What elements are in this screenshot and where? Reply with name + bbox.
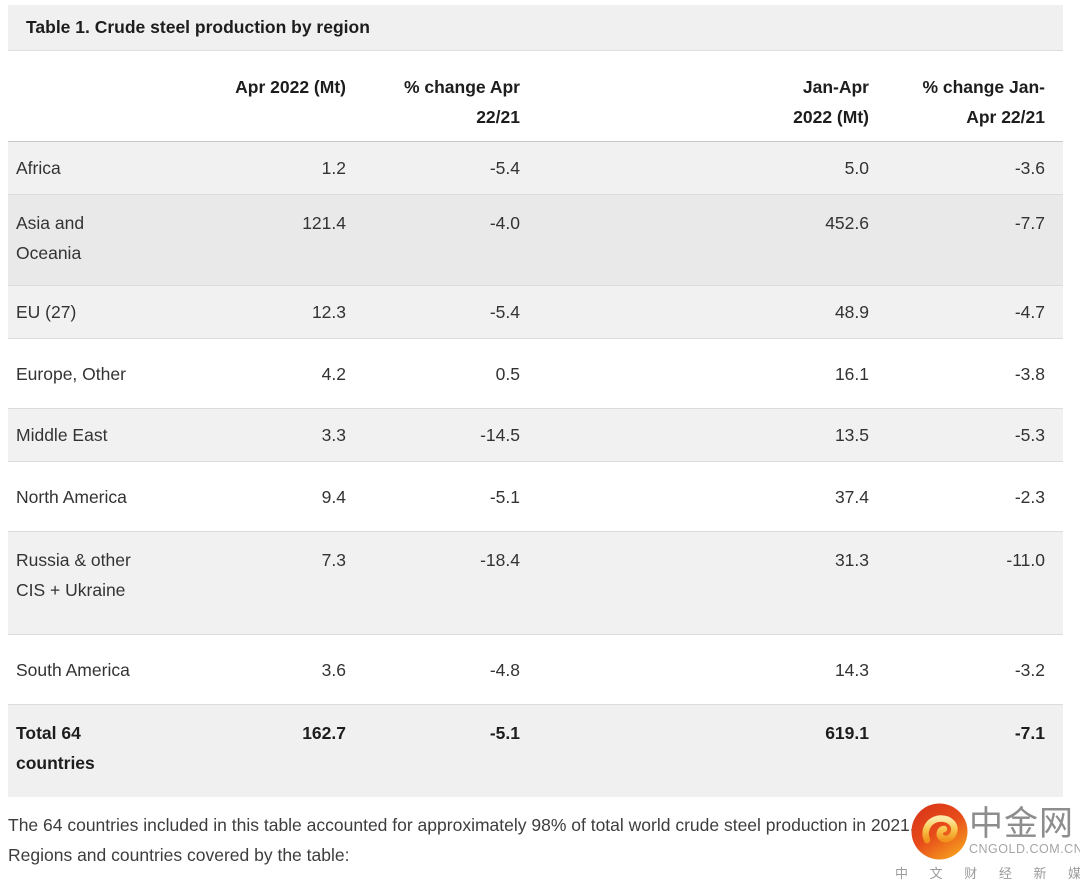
- value-cell: -14.5: [480, 425, 520, 445]
- table-title: Table 1. Crude steel production by regio…: [8, 5, 1063, 51]
- value-cell: 619.1: [825, 723, 869, 743]
- region-cell: Russia & other CIS + Ukraine: [16, 550, 131, 600]
- region-cell: North America: [16, 487, 127, 507]
- region-cell: Total 64 countries: [16, 723, 95, 773]
- crude-steel-production-table: Apr 2022 (Mt) % change Apr 22/21 Jan-Apr…: [8, 51, 1063, 797]
- value-cell: -5.1: [489, 487, 520, 507]
- watermark-text-column: 中金网 CNGOLD.COM.CN: [969, 803, 1080, 857]
- region-cell: Middle East: [16, 425, 108, 445]
- table-row: Asia and Oceania 121.4 -4.0 452.6 -7.7: [8, 194, 1063, 286]
- value-cell: -2.3: [1014, 487, 1045, 507]
- value-cell: -4.8: [489, 660, 520, 680]
- footnote: The 64 countries included in this table …: [8, 803, 1080, 881]
- region-cell: Asia and Oceania: [16, 213, 85, 263]
- value-cell: 4.2: [321, 364, 346, 384]
- region-cell: EU (27): [16, 302, 77, 322]
- value-cell: 162.7: [302, 723, 346, 743]
- table-row: Africa 1.2 -5.4 5.0 -3.6: [8, 141, 1063, 195]
- value-cell: 121.4: [302, 213, 346, 233]
- table-row: Europe, Other 4.2 0.5 16.1 -3.8: [8, 338, 1063, 409]
- value-cell: 31.3: [834, 550, 869, 570]
- value-cell: -11.0: [1006, 550, 1045, 570]
- cngold-watermark: 中金网 CNGOLD.COM.CN 中 文 财 经 新 媒 体: [895, 803, 1080, 882]
- table-row: South America 3.6 -4.8 14.3 -3.2: [8, 634, 1063, 705]
- col-header-change-jan-apr: % change Jan- Apr 22/21: [922, 77, 1045, 127]
- header-row: Apr 2022 (Mt) % change Apr 22/21 Jan-Apr…: [8, 51, 1063, 142]
- value-cell: -4.0: [489, 213, 520, 233]
- region-cell: Europe, Other: [16, 364, 126, 384]
- table-row: North America 9.4 -5.1 37.4 -2.3: [8, 461, 1063, 532]
- value-cell: 1.2: [321, 158, 346, 178]
- value-cell: 7.3: [321, 550, 346, 570]
- watermark-tagline: 中 文 财 经 新 媒 体: [895, 866, 1080, 881]
- table-row: EU (27) 12.3 -5.4 48.9 -4.7: [8, 285, 1063, 339]
- region-cell: Africa: [16, 158, 61, 178]
- value-cell: -7.1: [1014, 723, 1045, 743]
- value-cell: 48.9: [834, 302, 869, 322]
- value-cell: 3.3: [321, 425, 346, 445]
- value-cell: 37.4: [834, 487, 869, 507]
- value-cell: 5.0: [844, 158, 869, 178]
- watermark-domain: CNGOLD.COM.CN: [969, 842, 1080, 856]
- value-cell: 13.5: [834, 425, 869, 445]
- region-cell: South America: [16, 660, 130, 680]
- table-row: Middle East 3.3 -14.5 13.5 -5.3: [8, 408, 1063, 462]
- value-cell: 16.1: [834, 364, 869, 384]
- value-cell: 452.6: [825, 213, 869, 233]
- col-header-jan-apr-2022: Jan-Apr 2022 (Mt): [793, 77, 869, 127]
- value-cell: -5.1: [489, 723, 520, 743]
- col-header-apr-2022: Apr 2022 (Mt): [235, 77, 346, 97]
- table-row-total: Total 64 countries 162.7 -5.1 619.1 -7.1: [8, 704, 1063, 797]
- table-row: Russia & other CIS + Ukraine 7.3 -18.4 3…: [8, 531, 1063, 635]
- value-cell: -5.4: [489, 158, 520, 178]
- value-cell: 3.6: [321, 660, 346, 680]
- value-cell: -18.4: [480, 550, 520, 570]
- footnote-line1: The 64 countries included in this table …: [8, 815, 915, 835]
- value-cell: 14.3: [834, 660, 869, 680]
- value-cell: 0.5: [495, 364, 520, 384]
- footnote-line2: Regions and countries covered by the tab…: [8, 845, 350, 865]
- value-cell: -3.2: [1014, 660, 1045, 680]
- watermark-brand: 中金网: [969, 805, 1074, 843]
- col-header-region: [8, 51, 198, 142]
- cngold-logo-icon: [911, 803, 968, 860]
- value-cell: -3.8: [1014, 364, 1045, 384]
- value-cell: -7.7: [1014, 213, 1045, 233]
- value-cell: -4.7: [1014, 302, 1045, 322]
- value-cell: -3.6: [1014, 158, 1045, 178]
- value-cell: 12.3: [311, 302, 346, 322]
- watermark-logo-row: 中金网 CNGOLD.COM.CN: [911, 803, 1080, 860]
- col-header-change-apr: % change Apr 22/21: [403, 77, 520, 127]
- value-cell: -5.4: [489, 302, 520, 322]
- value-cell: 9.4: [321, 487, 346, 507]
- value-cell: -5.3: [1014, 425, 1045, 445]
